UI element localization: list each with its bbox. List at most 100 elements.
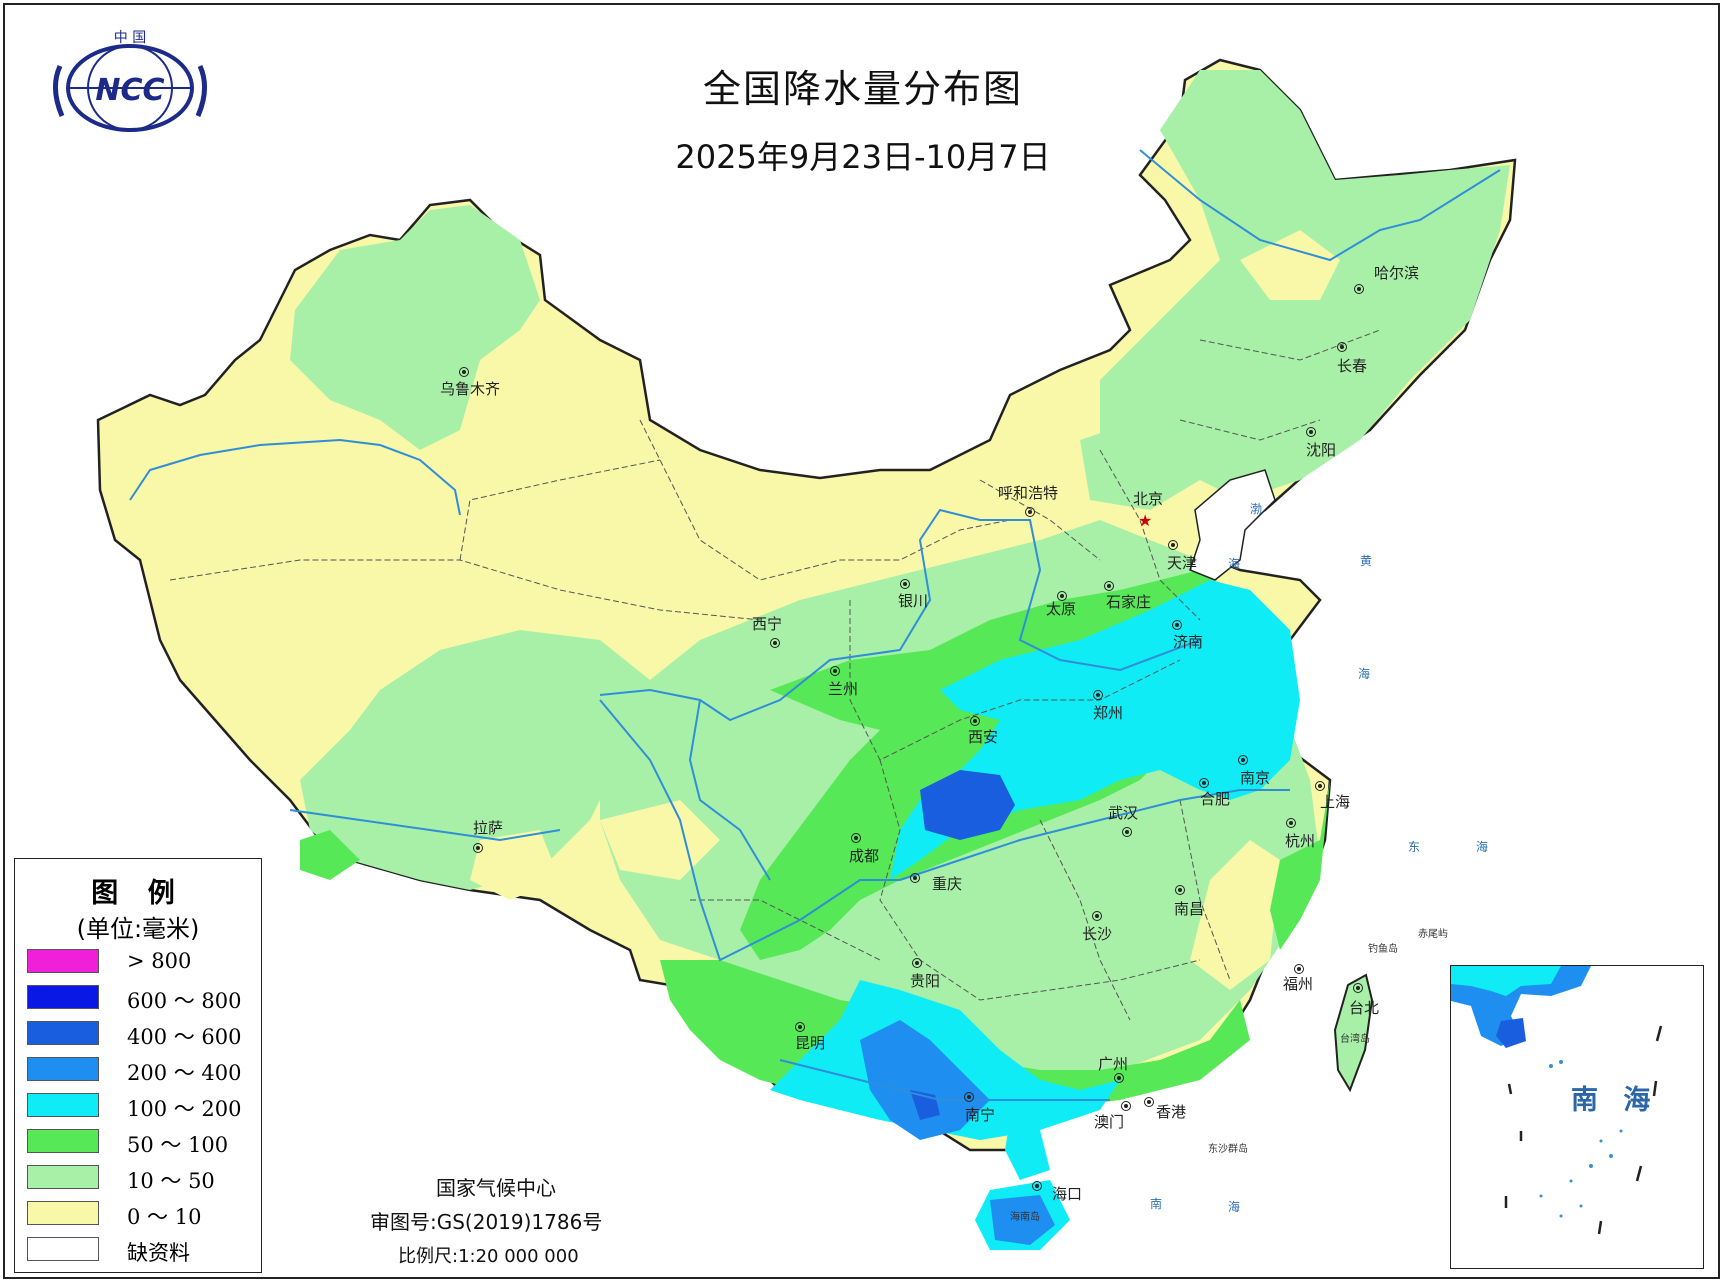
city-zhengzhou: 郑州 bbox=[1093, 704, 1124, 722]
city-marker bbox=[770, 638, 780, 648]
legend-title: 图 例 bbox=[91, 878, 185, 909]
map-frame bbox=[3, 3, 1720, 1279]
legend-swatch bbox=[27, 1201, 99, 1225]
city-marker bbox=[795, 1022, 805, 1032]
legend-label: 50 ～ 100 bbox=[127, 1133, 229, 1157]
city-marker bbox=[1238, 755, 1248, 765]
sea-bohai-char1: 渤 bbox=[1250, 502, 1263, 516]
taiwan-island bbox=[1333, 973, 1374, 1093]
label-dongsha: 东沙群岛 bbox=[1208, 1144, 1248, 1155]
date-range: 2025年9月23日-10月7日 bbox=[675, 138, 1051, 176]
legend-swatch bbox=[27, 949, 99, 973]
sea-huanghai-char1: 黄 bbox=[1360, 554, 1373, 568]
city-beijing: 北京 bbox=[1133, 490, 1164, 508]
city-chengdu: 成都 bbox=[849, 847, 880, 865]
city-fuzhou: 福州 bbox=[1283, 975, 1314, 993]
footer-org: 国家气候中心 bbox=[436, 1176, 556, 1200]
city-marker bbox=[1114, 1073, 1124, 1083]
label-hainan: 海南岛 bbox=[1010, 1212, 1040, 1223]
city-marker bbox=[1175, 885, 1185, 895]
legend-label: 200 ～ 400 bbox=[127, 1061, 242, 1085]
legend-swatch bbox=[27, 985, 99, 1009]
legend-label: 600 ～ 800 bbox=[127, 989, 242, 1013]
city-marker bbox=[1121, 1101, 1131, 1111]
city-marker bbox=[1032, 1181, 1042, 1191]
legend-swatch bbox=[27, 1093, 99, 1117]
city-marker bbox=[830, 666, 840, 676]
city-hangzhou: 杭州 bbox=[1285, 832, 1316, 850]
city-marker bbox=[473, 843, 483, 853]
legend-label: 100 ～ 200 bbox=[127, 1097, 242, 1121]
legend-unit: (单位:毫米) bbox=[76, 915, 200, 943]
city-marker bbox=[1122, 827, 1132, 837]
city-urumqi: 乌鲁木齐 bbox=[440, 380, 501, 398]
city-hefei: 合肥 bbox=[1200, 790, 1231, 808]
legend-swatch bbox=[27, 1057, 99, 1081]
legend-label: 0 ～ 10 bbox=[127, 1205, 202, 1229]
legend-swatch bbox=[27, 1165, 99, 1189]
label-chiwei: 赤尾屿 bbox=[1418, 929, 1448, 940]
city-marker bbox=[1104, 581, 1114, 591]
south-china-sea-inset: 南 海 bbox=[1450, 965, 1704, 1269]
star-icon: ★ bbox=[1138, 511, 1153, 530]
map-title: 全国降水量分布图 bbox=[702, 67, 1023, 111]
city-macau: 澳门 bbox=[1094, 1113, 1125, 1131]
city-marker bbox=[1025, 507, 1035, 517]
city-marker bbox=[1168, 540, 1178, 550]
city-marker bbox=[1172, 620, 1182, 630]
city-marker bbox=[964, 1092, 974, 1102]
city-lhasa: 拉萨 bbox=[473, 819, 504, 837]
city-xining: 西宁 bbox=[752, 615, 783, 633]
footer-scale: 比例尺:1:20 000 000 bbox=[398, 1246, 579, 1267]
city-marker bbox=[970, 716, 980, 726]
city-marker bbox=[1337, 342, 1347, 352]
sea-donghai-char1: 东 bbox=[1408, 840, 1421, 854]
inset-map bbox=[1451, 966, 1663, 1235]
city-marker bbox=[459, 367, 469, 377]
sea-nanhai-char1: 南 bbox=[1150, 1197, 1163, 1211]
sea-bohai-char2: 海 bbox=[1228, 557, 1241, 571]
city-marker bbox=[910, 873, 920, 883]
legend-swatch bbox=[27, 1021, 99, 1045]
city-kunming: 昆明 bbox=[795, 1034, 826, 1052]
city-nanjing: 南京 bbox=[1240, 769, 1271, 787]
city-shenyang: 沈阳 bbox=[1306, 441, 1337, 459]
city-hongkong: 香港 bbox=[1156, 1103, 1187, 1121]
legend-box: 图 例 (单位:毫米) > 800 600 ～ 800 400 ～ 600 20… bbox=[14, 858, 262, 1273]
legend-label: > 800 bbox=[127, 949, 192, 973]
city-wuhan: 武汉 bbox=[1108, 804, 1139, 822]
city-marker bbox=[1306, 427, 1316, 437]
footer-map-number: 审图号:GS(2019)1786号 bbox=[370, 1210, 603, 1234]
city-shijiazhuang: 石家庄 bbox=[1106, 593, 1152, 611]
city-taipei: 台北 bbox=[1349, 999, 1380, 1017]
sea-nanhai-char2: 海 bbox=[1228, 1200, 1241, 1214]
city-marker bbox=[1092, 911, 1102, 921]
label-diaoyu: 钓鱼岛 bbox=[1368, 944, 1398, 955]
sea-donghai-char2: 海 bbox=[1476, 840, 1489, 854]
city-shanghai: 上海 bbox=[1320, 793, 1351, 811]
city-nanchang: 南昌 bbox=[1174, 900, 1205, 918]
legend-label: 缺资料 bbox=[127, 1241, 190, 1265]
city-marker bbox=[1354, 284, 1364, 294]
sea-huanghai-char2: 海 bbox=[1358, 667, 1371, 681]
city-marker bbox=[1199, 778, 1209, 788]
city-marker bbox=[1057, 591, 1067, 601]
city-chongqing: 重庆 bbox=[932, 875, 963, 893]
city-marker bbox=[1144, 1097, 1154, 1107]
city-marker bbox=[1093, 690, 1103, 700]
city-xian: 西安 bbox=[968, 728, 999, 746]
city-changsha: 长沙 bbox=[1082, 925, 1113, 943]
city-yinchuan: 银川 bbox=[898, 592, 929, 610]
city-tianjin: 天津 bbox=[1167, 554, 1198, 572]
city-harbin: 哈尔滨 bbox=[1374, 264, 1420, 282]
city-marker bbox=[900, 579, 910, 589]
bohai-bay bbox=[1189, 469, 1276, 581]
inset-label: 南 海 bbox=[1571, 1085, 1659, 1116]
city-marker bbox=[1294, 964, 1304, 974]
city-marker bbox=[1286, 818, 1296, 828]
city-marker bbox=[1353, 983, 1363, 993]
city-marker bbox=[912, 958, 922, 968]
ncc-logo: NCC 中 国 bbox=[53, 30, 207, 132]
city-marker bbox=[851, 833, 861, 843]
